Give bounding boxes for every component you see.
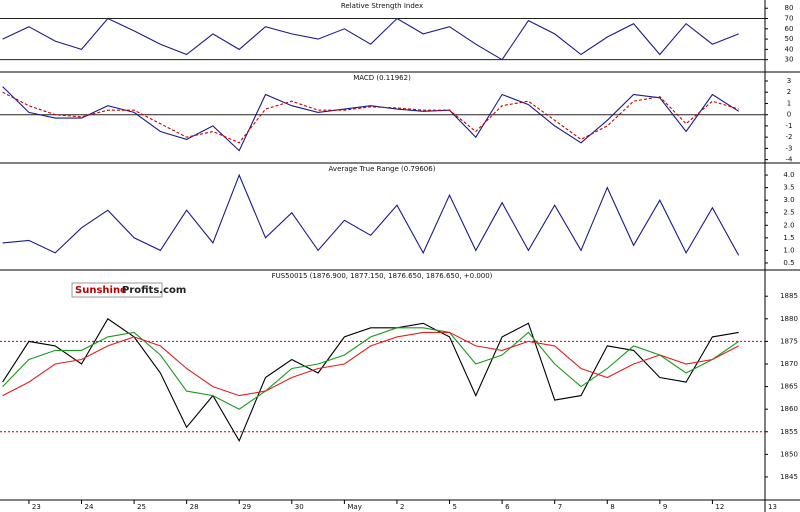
- y-tick-label: 1885: [780, 292, 798, 300]
- logo-box: [71, 282, 163, 298]
- y-tick-label: 1860: [780, 405, 798, 413]
- x-tick-label: 6: [505, 503, 510, 511]
- logo-part1: Sunshine: [75, 285, 127, 296]
- x-tick-label: 13: [768, 503, 777, 511]
- x-tick-label: 5: [453, 503, 457, 511]
- panel-title: Average True Range (0.79606): [329, 165, 436, 173]
- y-tick-label: -3: [786, 144, 793, 152]
- y-tick-label: 3.0: [783, 196, 794, 204]
- y-tick-label: 70: [785, 15, 794, 23]
- y-tick-label: 1.0: [783, 246, 794, 254]
- y-tick-label: 2.5: [783, 209, 794, 217]
- series-line: [2, 331, 739, 397]
- x-tick-label: May: [347, 503, 361, 511]
- y-tick-label: -1: [786, 122, 793, 130]
- y-tick-label: 1845: [780, 473, 798, 481]
- y-tick-label: 60: [785, 25, 794, 33]
- x-tick-label: 30: [295, 503, 304, 511]
- y-tick-label: 80: [785, 4, 794, 12]
- panel-title: Relative Strength Index: [341, 2, 423, 10]
- series-line: [2, 86, 739, 152]
- y-tick-label: 1875: [780, 337, 798, 345]
- y-tick-label: 50: [785, 35, 794, 43]
- x-tick-label: 28: [190, 503, 199, 511]
- x-tick-label: 24: [84, 503, 93, 511]
- y-tick-label: 4.0: [783, 171, 794, 179]
- x-tick-label: 8: [610, 503, 614, 511]
- y-tick-label: 3: [787, 77, 791, 85]
- y-tick-label: 1.5: [783, 234, 794, 242]
- logo: Sunshine Profits.com: [71, 282, 186, 298]
- x-tick-label: 23: [32, 503, 41, 511]
- y-tick-label: 30: [785, 56, 794, 64]
- panel-title: MACD (0.11962): [353, 74, 411, 82]
- x-tick-label: 7: [558, 503, 562, 511]
- y-tick-label: 1850: [780, 450, 798, 458]
- y-tick-label: 0.5: [783, 259, 794, 267]
- y-tick-label: 40: [785, 45, 794, 53]
- y-tick-label: 2.0: [783, 221, 794, 229]
- y-tick-label: 1880: [780, 315, 798, 323]
- y-tick-label: 1855: [780, 428, 798, 436]
- logo-part2: Profits.com: [122, 285, 186, 296]
- y-tick-label: 2: [787, 88, 791, 96]
- series-line: [2, 17, 739, 61]
- x-tick-label: 25: [137, 503, 146, 511]
- x-tick-label: 29: [242, 503, 251, 511]
- series-line: [2, 318, 739, 443]
- panel-title: FUS50015 (1876.900, 1877.150, 1876.650, …: [272, 272, 493, 280]
- series-line: [2, 91, 739, 144]
- x-tick-label: 9: [663, 503, 667, 511]
- series-line: [2, 327, 740, 410]
- series-line: [2, 173, 740, 256]
- y-tick-label: 1: [787, 99, 791, 107]
- x-tick-label: 12: [715, 503, 724, 511]
- y-tick-label: 0: [787, 111, 791, 119]
- y-tick-label: -4: [786, 156, 794, 164]
- y-tick-label: 1865: [780, 383, 798, 391]
- y-tick-label: 3.5: [783, 184, 794, 192]
- x-tick-label: 2: [400, 503, 404, 511]
- y-tick-label: 1870: [780, 360, 798, 368]
- y-tick-label: -2: [786, 133, 793, 141]
